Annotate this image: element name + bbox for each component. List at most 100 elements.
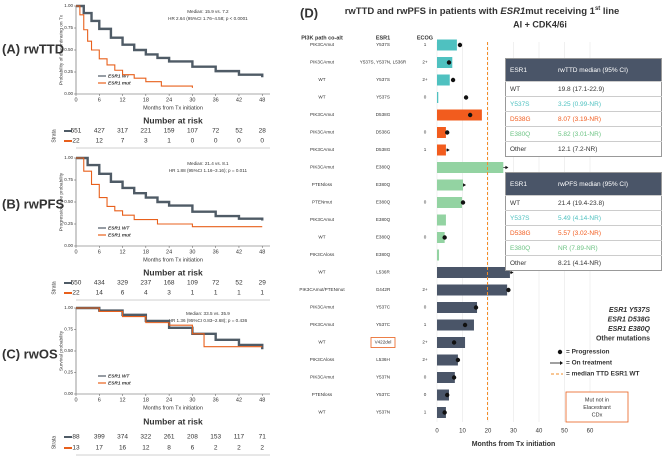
table-cell: 5.82 (3.01-NR) [554, 126, 662, 142]
bar [437, 109, 482, 121]
table-cell: 12.1 (7.2-NR) [554, 141, 662, 157]
y-tick-label: 0.75 [64, 25, 73, 30]
esr1-mutation: E380Q [376, 235, 391, 240]
risk-count: 52 [235, 128, 243, 135]
x-tick-label: 60 [587, 429, 594, 435]
co-alteration: PIK3CAmut [310, 165, 335, 170]
x-tick-label: 42 [236, 397, 242, 403]
legend-label: ESR1 WT [108, 373, 130, 379]
esr1-mutation: Y537N [376, 375, 390, 380]
legend-label: = median TTD ESR1 WT [566, 371, 640, 378]
ecog: 0 [424, 130, 427, 135]
on-treatment-arrow [463, 183, 467, 187]
x-tick-label: 12 [119, 397, 125, 403]
esr1-mutation: E380Q [376, 252, 391, 257]
legend-label: ESR1 D538G [608, 316, 651, 323]
table-cell: 19.8 (17.1-22.9) [554, 81, 662, 97]
risk-count: 317 [117, 128, 128, 135]
bar [437, 372, 455, 383]
legend-label: Other mutations [596, 335, 650, 342]
risk-count: 434 [94, 280, 105, 287]
risk-count: 2 [260, 445, 264, 452]
risk-count: 261 [164, 434, 175, 441]
risk-count: 208 [187, 434, 198, 441]
esr1-mutation: L536H [376, 357, 390, 362]
annotation: Median: 21.4 vs. 8.1 [187, 161, 229, 166]
note-text: CDx [592, 412, 603, 418]
annotation: HR 2.64 (95%CI 1.76–4.58; p < 0.0001 [168, 16, 248, 21]
y-tick-label: 0.50 [64, 348, 73, 353]
annotation: HR 1.88 (95%CI 1.16–3.16); p = 0.011 [169, 168, 248, 173]
x-tick-label: 42 [236, 97, 242, 103]
annotation: HR 1.36 (95%CI 0.83–2.68); p = 0.436 [169, 318, 248, 323]
bar [437, 197, 462, 208]
x-tick-label: 18 [143, 249, 149, 255]
progression-dot [460, 200, 466, 205]
bar [437, 389, 449, 401]
bar [437, 249, 440, 261]
progression-dot [451, 340, 457, 345]
table-cell: D538G [505, 111, 554, 127]
table-cell: 3.25 (0.99-NR) [554, 96, 662, 112]
bar [437, 74, 450, 86]
y-tick-label: 0.25 [64, 69, 73, 74]
esr1-mutation: D538G [376, 130, 391, 135]
ecog: 2+ [422, 357, 428, 362]
risk-count: 1 [260, 290, 264, 297]
note-text: Elacestrant [583, 405, 611, 411]
progression-dot [442, 235, 447, 240]
risk-count: 374 [117, 434, 128, 441]
risk-count: 1 [167, 138, 171, 145]
risk-count: 12 [142, 445, 150, 452]
progression-dot [445, 392, 450, 398]
bar [437, 127, 446, 138]
ecog: 1 [424, 410, 427, 415]
median-table: ESR1 rwPFS median (95% CI) WT 21.4 (19.4-23… [505, 172, 662, 271]
esr1-mutation: Y537S [376, 42, 390, 47]
legend-label: ESR1 Y537S [609, 307, 650, 314]
y-tick-label: 1.00 [64, 305, 73, 310]
table-header: ESR1 [505, 172, 554, 196]
km-curve [76, 4, 264, 78]
highlight-box [370, 337, 396, 348]
esr1-mutation: Y537C [376, 392, 391, 397]
table-header: rwPFS median (95% CI) [554, 172, 662, 196]
esr1-mutation: E380Q [376, 182, 391, 187]
y-axis-label: Survival probability [58, 330, 64, 371]
x-tick-label: 30 [189, 97, 195, 103]
risk-strata-label: Strata [51, 129, 57, 143]
co-alteration: PIK3CAmut/PTENmut [299, 287, 345, 292]
co-alteration: PTENloss [312, 182, 333, 187]
bar [437, 179, 464, 191]
co-alteration: PIK3CAmut [310, 42, 335, 47]
y-axis-label: Probability of discontinuing on Tx [58, 14, 64, 85]
esr1-mutation: V422del [375, 340, 392, 345]
risk-count: 3 [167, 290, 171, 297]
table-cell: Y537S [505, 96, 554, 112]
x-tick-label: 24 [166, 397, 172, 403]
co-alteration: PIK3CAloss [310, 252, 335, 257]
ecog: 2+ [422, 340, 428, 345]
risk-count: 399 [94, 434, 105, 441]
x-axis-label: Months from Tx initiation [143, 105, 203, 111]
ecog: 0 [424, 235, 427, 240]
risk-count: 8 [167, 445, 171, 452]
y-tick-label: 0.00 [64, 391, 73, 396]
x-tick-label: 20 [485, 429, 492, 435]
x-tick-label: 0 [74, 397, 77, 403]
km-curve [76, 307, 263, 348]
progression-dot [462, 322, 468, 328]
risk-count: 29 [259, 280, 267, 287]
y-tick-label: 0.50 [64, 199, 73, 204]
on-treatment-arrow [446, 148, 450, 152]
co-alteration: WT [318, 235, 325, 240]
x-tick-label: 24 [166, 97, 172, 103]
progression-dot [473, 305, 479, 310]
co-alteration: PTENmut [312, 200, 333, 205]
on-treatment-arrow [510, 270, 514, 275]
panel-label: (A) rwTTD [2, 41, 64, 56]
risk-count: 427 [94, 128, 105, 135]
x-tick-label: 40 [536, 429, 543, 435]
note-box [565, 391, 629, 423]
